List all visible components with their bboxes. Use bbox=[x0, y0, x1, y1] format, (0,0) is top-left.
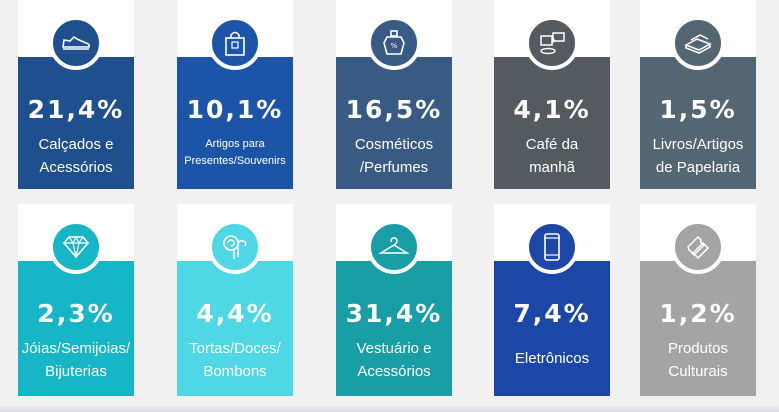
coffee-icon bbox=[525, 16, 579, 70]
percent-value: 10,1% bbox=[186, 95, 284, 124]
category-label: Tortas/Doces/ Bombons bbox=[189, 340, 281, 380]
percent-value: 31,4% bbox=[345, 299, 443, 328]
category-label: Eletrônicos bbox=[514, 350, 590, 367]
category-label: Livros/Artigos de Papelaria bbox=[652, 136, 744, 176]
percent-value: 21,4% bbox=[27, 95, 125, 124]
percent-value: 4,1% bbox=[513, 95, 591, 124]
tickets-icon bbox=[671, 220, 725, 274]
candy-icon bbox=[208, 220, 262, 274]
card-body: 1,2% Produtos Culturais bbox=[640, 261, 756, 396]
smartphone-icon bbox=[525, 220, 579, 274]
percent-value: 7,4% bbox=[513, 299, 591, 328]
card-body: 4,4% Tortas/Doces/ Bombons bbox=[177, 261, 293, 396]
percent-value: 1,2% bbox=[659, 299, 737, 328]
diamond-icon bbox=[49, 220, 103, 274]
percent-value: 16,5% bbox=[345, 95, 443, 124]
category-label: Vestuário e Acessórios bbox=[356, 340, 432, 380]
card-body: 16,5% Cosméticos /Perfumes bbox=[336, 57, 452, 189]
perfume-bottle-icon: % bbox=[367, 16, 421, 70]
svg-text:%: % bbox=[391, 42, 398, 50]
card-body: 7,4% Eletrônicos bbox=[494, 261, 610, 396]
percent-value: 2,3% bbox=[37, 299, 115, 328]
bottom-shadow bbox=[0, 404, 779, 412]
card-body: 2,3% Jóias/Semijoias/ Bijuterias bbox=[18, 261, 134, 396]
category-label: Produtos Culturais bbox=[667, 340, 729, 380]
category-label: Calçados e Acessórios bbox=[38, 136, 114, 176]
card-body: 21,4% Calçados e Acessórios bbox=[18, 57, 134, 189]
hanger-icon bbox=[367, 220, 421, 274]
books-icon bbox=[671, 16, 725, 70]
card-body: 1,5% Livros/Artigos de Papelaria bbox=[640, 57, 756, 189]
percent-value: 1,5% bbox=[659, 95, 737, 124]
card-body: 4,1% Café da manhã bbox=[494, 57, 610, 189]
sneaker-icon bbox=[49, 16, 103, 70]
percent-value: 4,4% bbox=[196, 299, 274, 328]
category-label: Artigos para Presentes/Souvenirs bbox=[184, 138, 286, 167]
category-label: Café da manhã bbox=[525, 136, 579, 176]
card-body: 31,4% Vestuário e Acessórios bbox=[336, 261, 452, 396]
gift-bag-icon bbox=[208, 16, 262, 70]
category-label: Jóias/Semijoias/ Bijuterias bbox=[21, 340, 131, 380]
card-body: 10,1% Artigos para Presentes/Souvenirs bbox=[177, 57, 293, 189]
category-label: Cosméticos /Perfumes bbox=[354, 136, 434, 176]
